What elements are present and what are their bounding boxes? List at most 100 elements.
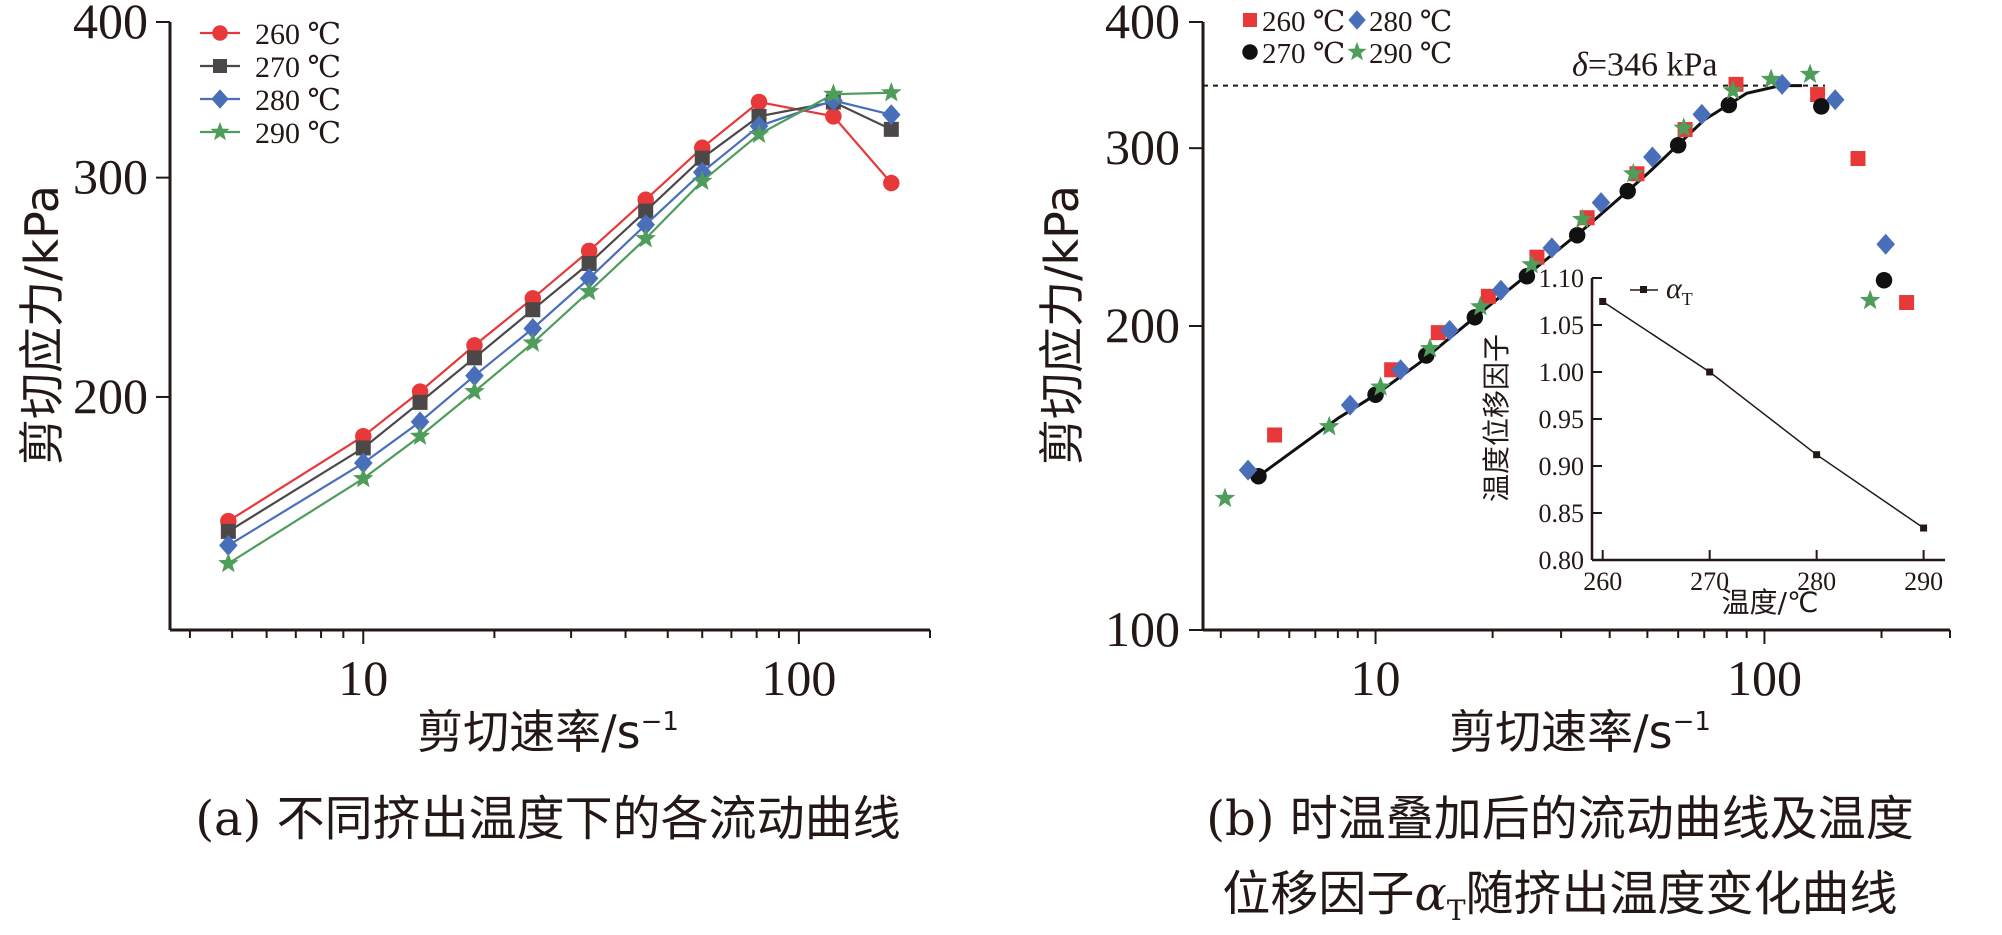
panel-b-point [1720,96,1738,114]
inset-point [1920,524,1928,532]
inset-x-tick-label: 260 [1583,567,1622,596]
panel-a-point [465,365,484,387]
inset-legend: αT [1630,272,1693,309]
panel-a-x-tick-label: 10 [338,650,388,706]
panel-b-y-tick-label: 400 [1105,0,1180,49]
panel-b-point [1370,376,1391,396]
panel-b-point [1470,295,1491,316]
panel-a-legend-marker [210,121,230,141]
panel-b-point [1572,208,1593,229]
panel-a-legend-marker [211,89,229,109]
inset-y-title: 温度位移因子 [1480,334,1513,502]
panel-b-point [1899,295,1915,311]
panel-a-legend-label: 290 ℃ [255,117,341,150]
inset-x-tick-label: 270 [1690,567,1729,596]
panel-a-point [522,332,544,352]
inset-x-tick-label: 280 [1797,567,1836,596]
panel-b-point [1591,192,1611,214]
panel-a-point [579,267,599,289]
panel-a-point [409,425,431,445]
panel-a-point [220,523,236,539]
panel-b-legend-marker [1242,44,1258,60]
panel-a-legend-label: 270 ℃ [255,51,341,84]
panel-b-y-tick-label: 300 [1105,119,1180,175]
inset-y-tick-label: 0.80 [1539,546,1585,575]
panel-b-legend-marker [1243,13,1257,27]
svg-text:αT: αT [1666,272,1693,309]
panel-b-x-tick-label: 100 [1727,650,1802,706]
panel-b-point [1542,237,1562,259]
panel-b-point [1619,182,1636,200]
panel-a-series-line [227,100,893,523]
panel-b-point [1466,309,1484,326]
panel-b-point [1318,415,1340,436]
panel-a-caption: (a) 不同挤出温度下的各流动曲线 [195,791,900,847]
panel-a-point [466,337,483,354]
panel-b-point [1875,271,1893,289]
panel-a-point [219,534,238,556]
panel-b-point [1772,73,1792,95]
panel-a-point [412,394,428,410]
panel-b-legend-marker [1348,10,1366,30]
inset-x-title: 温度/℃ [1722,586,1819,619]
panel-b-legend-marker [1347,41,1367,61]
panel-b-point [1760,68,1782,89]
panel-a-point [635,227,656,248]
inset-point [1599,298,1607,305]
panel-b-point [1623,163,1644,183]
panel-a-point [636,214,655,236]
panel-b-point [1419,337,1441,358]
panel-a-point [823,83,844,103]
panel-b-caption-line1: (b) 时温叠加后的流动曲线及温度 [1206,791,1913,847]
panel-a-x-title: 剪切速率/s−1 [417,705,679,759]
panel-b-point [1238,459,1258,481]
panel-b-point [1669,137,1687,154]
panel-a-legend-marker [213,59,227,73]
panel-a-point [694,150,710,166]
panel-b-legend-label: 290 ℃ [1369,38,1452,70]
panel-a-legend-marker [212,25,228,41]
panel-a-x-tick-label: 100 [761,650,836,706]
inset-point [1706,368,1714,376]
panel-a-point [523,317,543,339]
panel-b-point [1850,151,1866,167]
panel-b-point [1480,288,1496,304]
panel-a-series-line [227,99,892,547]
panel-b-point [1813,98,1830,115]
panel-a-point [578,280,600,301]
panel-a-point [750,93,768,111]
panel-b-point [1214,487,1236,508]
inset-x-tick-label: 290 [1904,567,1943,596]
inset-y-tick-label: 0.85 [1539,499,1585,528]
panel-b-point [1521,253,1542,274]
panel-b-point [1825,89,1845,111]
panel-a-point [466,350,482,366]
panel-b-point [1799,63,1821,84]
inset-y-tick-label: 0.95 [1539,405,1585,434]
panel-b-caption-line2: 位移因子αT随挤出温度变化曲线 [1222,866,1897,927]
panel-a-point [218,552,239,573]
panel-b-legend-label: 280 ℃ [1369,6,1452,38]
panel-a-point [355,440,371,456]
panel-a-point [881,81,902,102]
inset-point [1813,451,1821,459]
inset-y-tick-label: 1.10 [1539,264,1585,293]
inset-y-tick-label: 1.00 [1539,358,1585,387]
panel-b-y-tick-label: 200 [1105,297,1180,353]
panel-b-point [1568,226,1586,244]
panel-b-point [1518,268,1536,285]
panel-a-point [410,411,430,433]
panel-a-legend-label: 280 ℃ [255,84,341,117]
panel-a-series-line [227,91,892,565]
panel-b-x-tick-label: 10 [1351,650,1401,706]
panel-b-point [1859,289,1881,310]
panel-a-point [883,121,899,137]
panel-a-point [355,427,372,445]
panel-b-point [1440,319,1459,341]
panel-a-point [638,203,654,219]
panel-a-y-tick-label: 400 [73,0,148,49]
panel-a-point [692,170,713,190]
